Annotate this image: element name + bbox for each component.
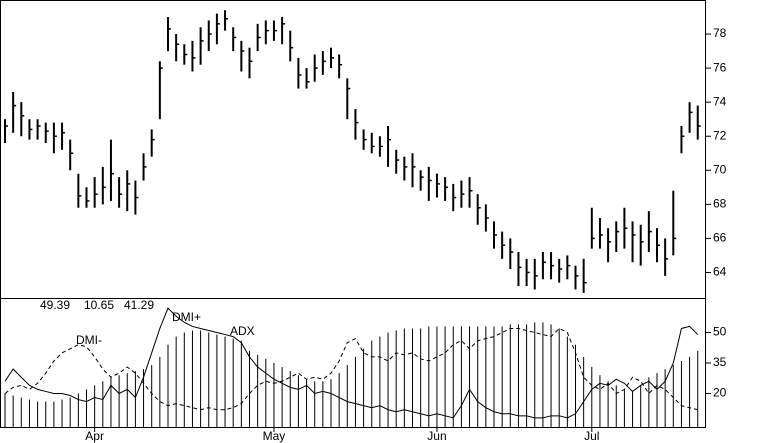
x-tick-label: Apr bbox=[85, 429, 104, 443]
y-tick-label: 74 bbox=[713, 94, 727, 108]
readout: 49.39 bbox=[40, 298, 70, 312]
y-tick-label: 50 bbox=[713, 325, 727, 339]
y-tick-label: 68 bbox=[713, 197, 727, 211]
dmi-line bbox=[4, 307, 699, 419]
y-tick-label: 66 bbox=[713, 231, 727, 245]
x-tick-label: May bbox=[263, 429, 286, 443]
y-tick-label: 64 bbox=[713, 265, 727, 279]
readout: 41.29 bbox=[124, 298, 154, 312]
series-label: ADX bbox=[230, 324, 255, 338]
y-tick-label: 78 bbox=[713, 26, 727, 40]
series-label: DMI+ bbox=[172, 310, 201, 324]
y-tick-label: 35 bbox=[713, 355, 727, 369]
y-tick-label: 20 bbox=[713, 386, 727, 400]
readout: 10.65 bbox=[84, 298, 114, 312]
x-tick-label: Jul bbox=[584, 429, 599, 443]
series-label: DMI- bbox=[76, 333, 102, 347]
y-tick-label: 70 bbox=[713, 162, 727, 176]
x-tick-label: Jun bbox=[427, 429, 446, 443]
y-tick-label: 76 bbox=[713, 60, 727, 74]
y-tick-label: 72 bbox=[713, 128, 727, 142]
plot-frame bbox=[0, 0, 706, 428]
dmi-line bbox=[4, 327, 698, 411]
